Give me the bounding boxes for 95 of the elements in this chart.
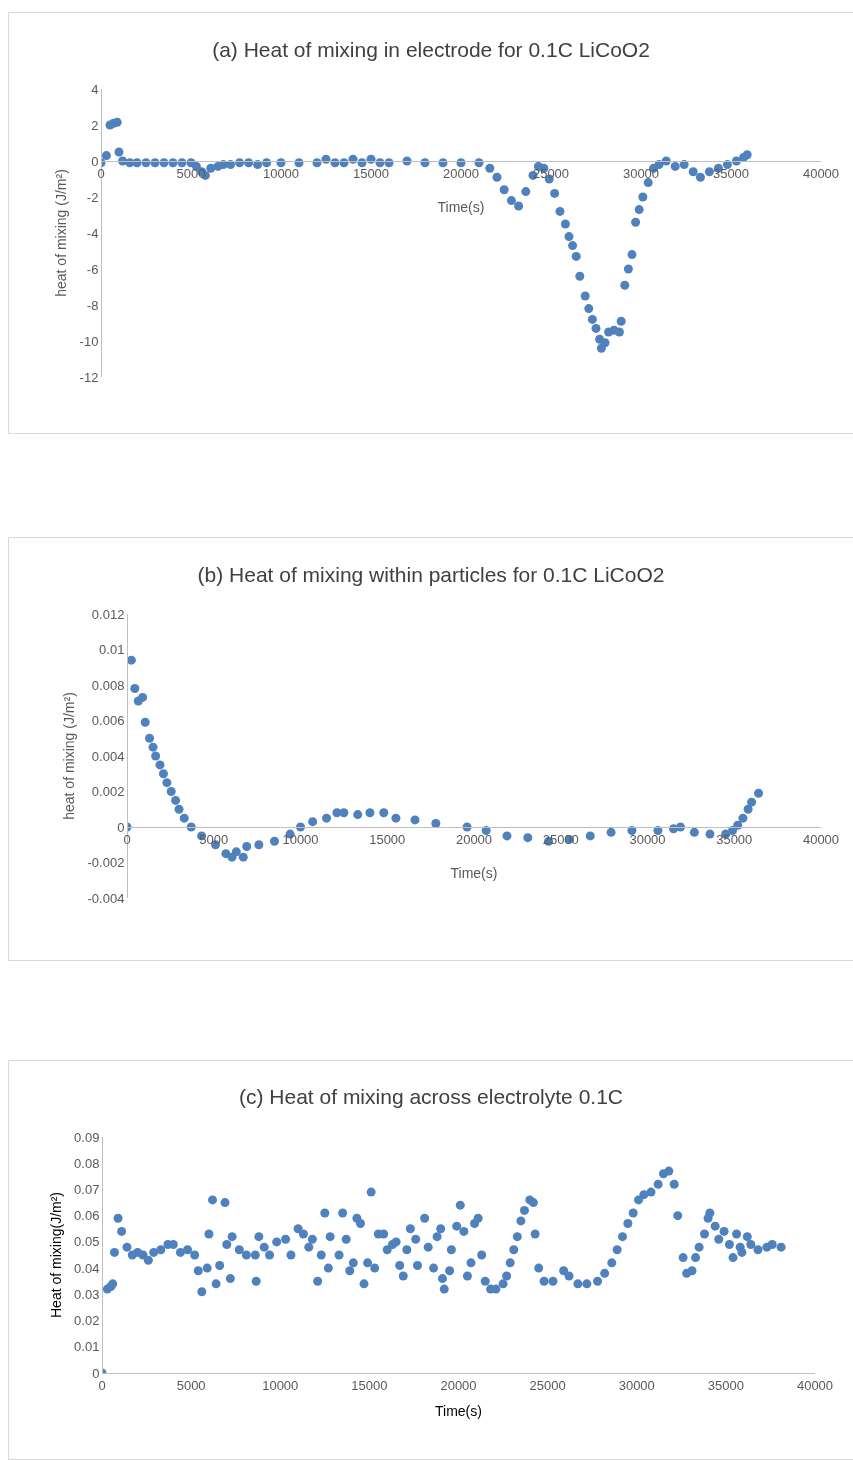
y-tick-label: 0.01 <box>74 1339 100 1355</box>
y-tick-label: 0 <box>91 153 99 169</box>
x-tick-label: 40000 <box>796 1377 834 1393</box>
y-tick-label: 0.01 <box>99 642 125 658</box>
x-tick-label: 30000 <box>618 1377 655 1393</box>
point <box>140 717 150 727</box>
x-tick-label: 30000 <box>622 165 660 181</box>
point <box>743 804 753 814</box>
x-tick-label: 20000 <box>455 831 493 847</box>
point <box>339 808 349 818</box>
y-tick-label: 0.008 <box>91 677 125 693</box>
y-tick-label: -12 <box>79 369 99 385</box>
point <box>322 813 332 823</box>
point <box>145 733 155 743</box>
y-tick-label: 0.08 <box>74 1155 100 1171</box>
y-tick-label: 0 <box>117 819 125 835</box>
y-tick-label: -8 <box>86 297 99 313</box>
point <box>238 852 248 862</box>
point <box>754 788 764 798</box>
y-tick-label: 4 <box>91 81 99 97</box>
y-tick-label: -4 <box>86 225 99 241</box>
y-axis-title: Heat of mixing(J/m²) <box>47 1191 64 1319</box>
x-tick-label: 35000 <box>716 831 753 847</box>
point <box>689 827 699 837</box>
point <box>365 808 375 818</box>
x-tick-label: 15000 <box>352 165 390 181</box>
point <box>231 847 241 857</box>
y-axis-title: heat of mixing (J/m²) <box>53 169 70 297</box>
chart-title: (a) Heat of mixing in electrode for 0.1C LiCoO2 <box>212 38 650 62</box>
point <box>127 655 136 665</box>
x-axis-title: Time(s) <box>435 1402 482 1419</box>
point <box>391 813 401 823</box>
y-tick-label: 0 <box>92 1365 100 1381</box>
y-tick-label: 0.006 <box>91 713 125 729</box>
y-tick-label: 0.04 <box>74 1260 100 1276</box>
point <box>242 842 252 852</box>
point <box>747 797 757 807</box>
point <box>155 760 165 770</box>
x-tick-label: 25000 <box>529 1377 566 1393</box>
x-tick-label: 15000 <box>351 1377 388 1393</box>
x-tick-label: 10000 <box>282 831 319 847</box>
point <box>705 829 715 839</box>
point <box>254 840 264 850</box>
y-tick-label: 0.03 <box>74 1286 100 1302</box>
y-axis-title: heat of mixing (J/m²) <box>61 692 78 820</box>
chart-title: (c) Heat of mixing across electrolyte 0.1C <box>239 1084 623 1108</box>
x-tick-label: 5000 <box>176 1377 206 1393</box>
point <box>166 787 176 796</box>
x-tick-label: 35000 <box>707 1377 744 1393</box>
x-tick-label: 15000 <box>369 831 406 847</box>
y-tick-label: 0.012 <box>91 606 125 622</box>
point <box>162 778 172 788</box>
y-tick-label: -2 <box>86 189 99 205</box>
y-tick-label: 0.07 <box>74 1181 100 1197</box>
point <box>269 836 279 846</box>
x-axis-title: Time(s) <box>450 864 498 881</box>
y-tick-label: 0.05 <box>74 1234 100 1250</box>
point <box>174 804 184 814</box>
point <box>410 815 420 825</box>
point <box>179 813 189 823</box>
y-tick-label: 0.004 <box>91 748 125 764</box>
x-tick-label: 20000 <box>442 165 480 181</box>
x-tick-label: 20000 <box>440 1377 477 1393</box>
point <box>379 808 389 818</box>
point <box>523 833 533 843</box>
y-tick-label: 0.06 <box>74 1208 100 1224</box>
point <box>431 818 441 828</box>
y-tick-label: 2 <box>91 117 99 133</box>
chart-title: (b) Heat of mixing within particles for 0.1C LiCoO2 <box>197 563 665 587</box>
x-tick-label: 30000 <box>629 831 666 847</box>
point <box>308 817 318 827</box>
point <box>151 751 161 761</box>
point <box>158 769 168 779</box>
y-tick-label: -0.004 <box>87 890 125 906</box>
y-tick-label: -6 <box>86 261 99 277</box>
y-tick-label: 0.002 <box>91 784 125 800</box>
x-tick-label: 10000 <box>262 165 300 181</box>
point <box>353 810 363 820</box>
point <box>502 831 512 841</box>
point <box>138 692 148 702</box>
point <box>171 795 181 805</box>
x-axis-title: Time(s) <box>437 198 485 215</box>
x-tick-label: 40000 <box>802 165 840 181</box>
x-tick-label: 40000 <box>802 831 840 847</box>
point <box>585 831 595 841</box>
y-tick-label: 0.02 <box>74 1313 100 1329</box>
point <box>130 684 140 694</box>
y-tick-label: -10 <box>79 333 99 349</box>
point <box>606 827 616 837</box>
point <box>148 742 158 752</box>
y-tick-label: -0.002 <box>87 855 125 871</box>
x-tick-label: 35000 <box>712 165 750 181</box>
x-tick-label: 10000 <box>262 1377 299 1393</box>
y-tick-label: 0.09 <box>74 1129 100 1145</box>
point <box>738 813 748 823</box>
